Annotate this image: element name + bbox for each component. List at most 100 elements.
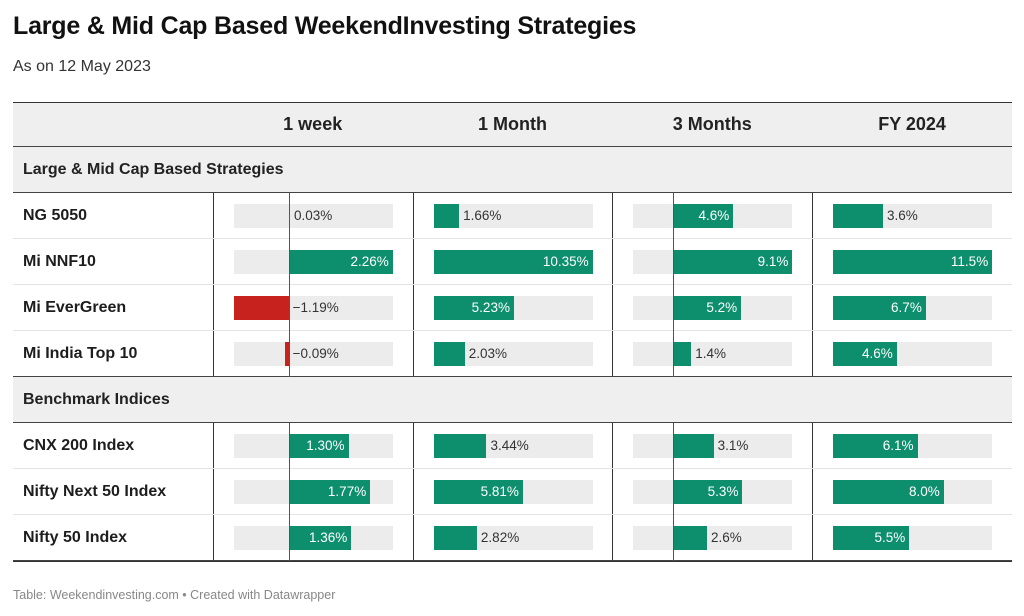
value-cell: 1.4%: [612, 331, 812, 377]
row-name: Nifty 50 Index: [23, 528, 128, 546]
value-cell: 2.6%: [612, 515, 812, 561]
value-label: 4.6%: [698, 208, 730, 223]
zero-line: [288, 239, 290, 285]
bar-track: 10.35%: [433, 250, 593, 274]
bar-track: 1.4%: [633, 331, 793, 377]
zero-line: [288, 469, 290, 515]
value-cell: 1.66%: [412, 193, 613, 238]
value-cell: 0.03%: [212, 193, 413, 239]
value-label: −1.19%: [292, 300, 339, 315]
bar-track: 2.26%: [233, 239, 393, 285]
value-label: 0.03%: [294, 208, 333, 223]
zero-line: [288, 285, 290, 331]
positive-bar: [833, 250, 993, 274]
value-label: 2.03%: [468, 346, 508, 361]
bar-track: 1.77%: [233, 469, 393, 515]
value-label: 8.0%: [909, 484, 940, 499]
column-header-1-week: 1 week: [283, 114, 343, 134]
value-cell: 3.44%: [412, 423, 613, 468]
value-cell: 10.35%: [412, 239, 613, 284]
value-label: 2.26%: [350, 254, 389, 269]
positive-bar: [433, 480, 523, 504]
row-name: Mi NNF10: [23, 252, 96, 270]
group-header-benchmark-indices: Benchmark Indices: [13, 377, 1012, 423]
table-row: Mi EverGreen −1.19% 5.23% 5.2% 6.7%: [13, 285, 1012, 331]
value-label: 6.1%: [882, 438, 914, 453]
table-body: Large & Mid Cap Based Strategies NG 5050 0…: [13, 147, 1012, 561]
value-cell: 6.1%: [812, 423, 1012, 468]
table-row: Nifty 50 Index 1.36% 2.82% 2.6% 5.5%: [13, 515, 1012, 561]
source-footer: Table: Weekendinvesting.com • Created wi…: [13, 588, 336, 602]
value-cell: 3.6%: [812, 193, 1012, 238]
bar-track: 0.03%: [233, 193, 393, 239]
value-cell: 6.7%: [812, 285, 1012, 330]
value-label: 9.1%: [757, 254, 789, 269]
bar-track: 2.6%: [633, 515, 793, 561]
table-row: Nifty Next 50 Index 1.77% 5.81% 5.3% 8.0%: [13, 469, 1012, 515]
value-label: 3.44%: [490, 438, 529, 453]
positive-bar: [833, 342, 897, 366]
value-label: 2.6%: [710, 530, 742, 545]
value-cell: 1.36%: [212, 515, 413, 561]
bar-track: 3.6%: [833, 204, 993, 228]
value-label: 5.23%: [471, 300, 510, 315]
value-cell: 1.77%: [212, 469, 413, 515]
value-cell: 4.6%: [812, 331, 1012, 376]
bar-track: 2.03%: [433, 342, 593, 366]
value-label: −0.09%: [292, 346, 339, 361]
table-row: Mi NNF10 2.26% 10.35% 9.1% 11.5%: [13, 239, 1012, 285]
value-label: 11.5%: [950, 254, 989, 269]
row-name: Mi EverGreen: [23, 298, 127, 316]
bar-track: 2.82%: [433, 526, 593, 550]
positive-bar: [288, 434, 349, 458]
table-row: NG 5050 0.03% 1.66% 4.6% 3.6%: [13, 193, 1012, 239]
value-cell: 9.1%: [612, 239, 812, 285]
value-cell: 5.23%: [412, 285, 613, 330]
value-cell: 1.30%: [212, 423, 413, 469]
zero-line: [672, 239, 674, 285]
bar-track: 5.81%: [433, 480, 593, 504]
positive-bar: [833, 434, 918, 458]
positive-bar: [833, 480, 944, 504]
row-name: CNX 200 Index: [23, 436, 135, 454]
bar-track: 3.44%: [433, 434, 593, 458]
positive-bar: [433, 250, 593, 274]
row-name: Mi India Top 10: [23, 344, 138, 362]
bar-track: 4.6%: [833, 342, 993, 366]
zero-line: [672, 423, 674, 469]
value-cell: 8.0%: [812, 469, 1012, 514]
strategy-table: 1 week 1 Month 3 Months FY 2024 Large & …: [13, 102, 1012, 562]
positive-bar: [433, 296, 514, 320]
positive-bar: [833, 204, 883, 228]
bar-track: −0.09%: [233, 331, 393, 377]
positive-bar: [433, 204, 460, 228]
positive-bar: [833, 526, 910, 550]
value-label: 5.81%: [480, 484, 519, 499]
table-row: Mi India Top 10 −0.09% 2.03% 1.4% 4.6%: [13, 331, 1012, 377]
value-cell: −1.19%: [212, 285, 413, 331]
value-label: 1.4%: [695, 346, 726, 361]
value-label: 3.6%: [886, 208, 918, 223]
value-label: 6.7%: [891, 300, 922, 315]
negative-bar: [284, 342, 289, 366]
value-cell: 5.5%: [812, 515, 1012, 560]
value-label: 1.36%: [309, 530, 348, 545]
value-cell: 2.03%: [412, 331, 613, 376]
positive-bar: [672, 250, 793, 274]
value-label: 1.30%: [306, 438, 345, 453]
value-cell: 11.5%: [812, 239, 1012, 284]
zero-line: [672, 469, 674, 515]
positive-bar: [672, 342, 692, 366]
zero-line: [672, 285, 674, 331]
row-name: NG 5050: [23, 206, 88, 224]
value-cell: 5.3%: [612, 469, 812, 515]
chart-title: Large & Mid Cap Based WeekendInvesting S…: [13, 12, 637, 40]
table-row: CNX 200 Index 1.30% 3.44% 3.1% 6.1%: [13, 423, 1012, 469]
value-label: 1.66%: [463, 208, 502, 223]
negative-bar: [233, 296, 289, 320]
column-header-1-month: 1 Month: [477, 114, 547, 134]
bar-track: 6.7%: [833, 296, 993, 320]
positive-bar: [833, 296, 926, 320]
positive-bar: [672, 296, 742, 320]
positive-bar: [672, 526, 707, 550]
